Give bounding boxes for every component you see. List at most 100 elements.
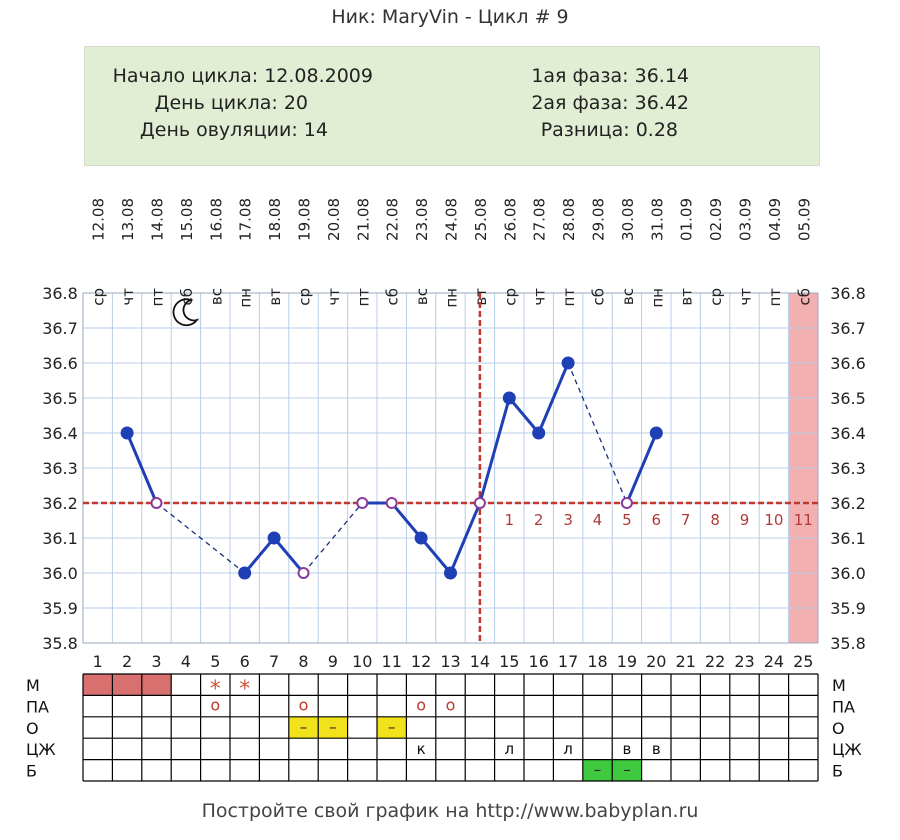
post-ovulation-day-number: 1 [505,511,515,529]
temperature-point-open [385,497,398,509]
cycle-day-label: 19 [617,652,637,671]
y-tick-label-right: 35.9 [830,599,866,618]
temperature-segment [478,397,511,504]
temperature-segment [390,502,423,539]
date-label: 28.08 [560,198,578,241]
table-cell-mark: – [388,718,396,736]
temperature-point [502,391,516,405]
weekday-label: пн [237,288,255,308]
temperature-point [444,566,457,580]
cycle-day-label: 24 [764,652,784,671]
weekday-label: вс [207,288,225,305]
date-label: 12.08 [90,198,108,241]
weekday-label: ср [707,288,725,306]
weekday-label: вс [619,288,637,305]
table-row-label-left: ЦЖ [26,740,56,759]
table-cell-mark: в [652,740,661,758]
cycle-day-label: 22 [705,652,725,671]
table-cell-mark: * [210,677,221,702]
table-row-label-right: ПА [832,697,855,716]
weekday-label: ср [296,288,314,306]
date-label: 31.08 [648,198,666,241]
weekday-label: пт [766,288,784,307]
date-label: 14.08 [149,198,167,241]
y-tick-label-right: 36.8 [830,284,866,303]
date-label: 03.09 [737,198,755,241]
table-cell-mark: к [417,740,426,758]
cycle-day-label: 20 [646,652,666,671]
date-label: 24.08 [443,198,461,241]
temperature-segment [243,537,276,574]
post-ovulation-day-number: 11 [794,511,813,529]
temperature-gap-segment [156,502,246,574]
weekday-label: чт [325,288,343,306]
plot-frame [82,292,819,644]
cycle-day-label: 8 [298,652,308,671]
y-tick-label-left: 36.2 [42,494,78,513]
cycle-day-label: 18 [587,652,607,671]
date-label: 16.08 [207,198,225,241]
cycle-day-label: 21 [676,652,696,671]
date-label: 21.08 [354,198,372,241]
temperature-point [561,356,575,370]
table-cell-fill [612,759,642,781]
y-tick-label-left: 36.8 [42,284,78,303]
weekday-label: сб [178,288,196,306]
temperature-segment [125,432,158,504]
y-tick-label-left: 36.5 [42,389,78,408]
cycle-day-text: День цикла: 20 [154,92,308,114]
weekday-label: пн [443,288,461,308]
table-cell-fill [83,674,113,696]
cycle-day-label: 25 [793,652,813,671]
table-cell-mark: o [210,695,220,714]
cycle-day-label: 4 [181,652,191,671]
post-ovulation-day-number: 4 [593,511,603,529]
y-tick-label-left: 36.7 [42,319,78,338]
temperature-point-open [297,567,310,579]
table-cell-fill [318,716,348,739]
cycle-day-label: 17 [558,652,578,671]
table-cell-fill [582,759,613,781]
temperature-point-open [150,497,163,509]
date-label: 05.09 [795,198,813,241]
cycle-day-label: 14 [470,652,490,671]
table-row-label-right: О [832,719,845,738]
cycle-day-label: 23 [734,652,754,671]
table-cell-fill [377,716,407,739]
post-ovulation-day-number: 7 [681,511,691,529]
post-ovulation-day-number: 6 [652,511,662,529]
cycle-day-label: 6 [240,652,250,671]
weekday-label: чт [737,288,755,306]
table-cell-mark: – [329,718,337,736]
y-tick-label-right: 36.0 [830,564,866,583]
cycle-day-label: 13 [440,652,460,671]
temperature-point-open [620,497,633,509]
phase2-text: 2ая фаза: 36.42 [531,92,689,114]
y-tick-label-right: 36.4 [830,424,866,443]
y-tick-label-left: 36.3 [42,459,78,478]
y-tick-label-right: 36.7 [830,319,866,338]
date-label: 19.08 [296,198,314,241]
temperature-point [649,426,663,440]
table-row-label-left: Б [26,762,37,781]
date-label: 17.08 [237,198,255,241]
y-tick-label-right: 36.3 [830,459,866,478]
table-cell-fill [288,716,319,739]
cycle-day-label: 5 [210,652,220,671]
cycle-day-label: 10 [352,652,372,671]
y-tick-label-left: 35.9 [42,599,78,618]
cycle-day-label: 15 [499,652,519,671]
date-label: 22.08 [384,198,402,241]
temperature-point-open [473,497,486,509]
footer-link-text[interactable]: Постройте свой график на http://www.baby… [201,800,699,822]
cycle-day-label: 16 [529,652,549,671]
table-row-label-right: ЦЖ [832,740,862,759]
bbt-chart: 35.8 35.8 35.9 35.9 36.0 36.0 36.1 36.1 36.2 36.2… [26,198,866,782]
y-tick-label-left: 36.6 [42,354,78,373]
weekday-label: ср [90,288,108,306]
moon-icon [172,298,200,327]
temperature-point [267,531,281,545]
y-tick-label-right: 35.8 [830,634,866,653]
date-label: 13.08 [119,198,137,241]
date-label: 25.08 [472,198,490,241]
